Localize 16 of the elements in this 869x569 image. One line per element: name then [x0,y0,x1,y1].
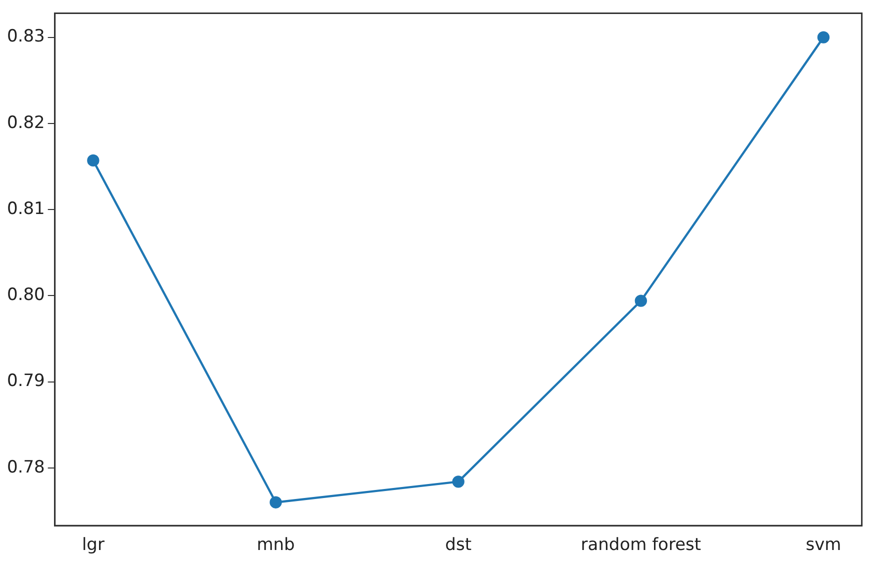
point [452,476,464,488]
y-tick-label: 0.78 [6,457,45,478]
x-tick-label: dst [445,535,472,556]
x-tick-label: svm [806,535,842,556]
y-tick-label: 0.81 [6,198,45,219]
point [634,294,647,307]
y-tick-label: 0.83 [6,26,45,47]
x-tick-label: lgr [82,535,104,556]
x-tick-label: random forest [580,535,702,556]
y-tick-label: 0.82 [6,112,45,133]
x-tick-label: mnb [256,535,295,556]
y-tick-label: 0.80 [6,285,45,306]
y-tick-label: 0.79 [6,371,45,392]
point [270,496,282,508]
point [817,31,830,44]
point [87,154,100,167]
